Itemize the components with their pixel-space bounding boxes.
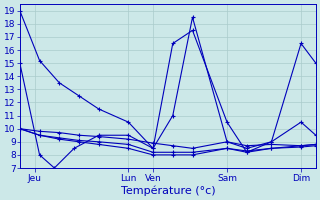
X-axis label: Température (°c): Température (°c) (121, 185, 215, 196)
